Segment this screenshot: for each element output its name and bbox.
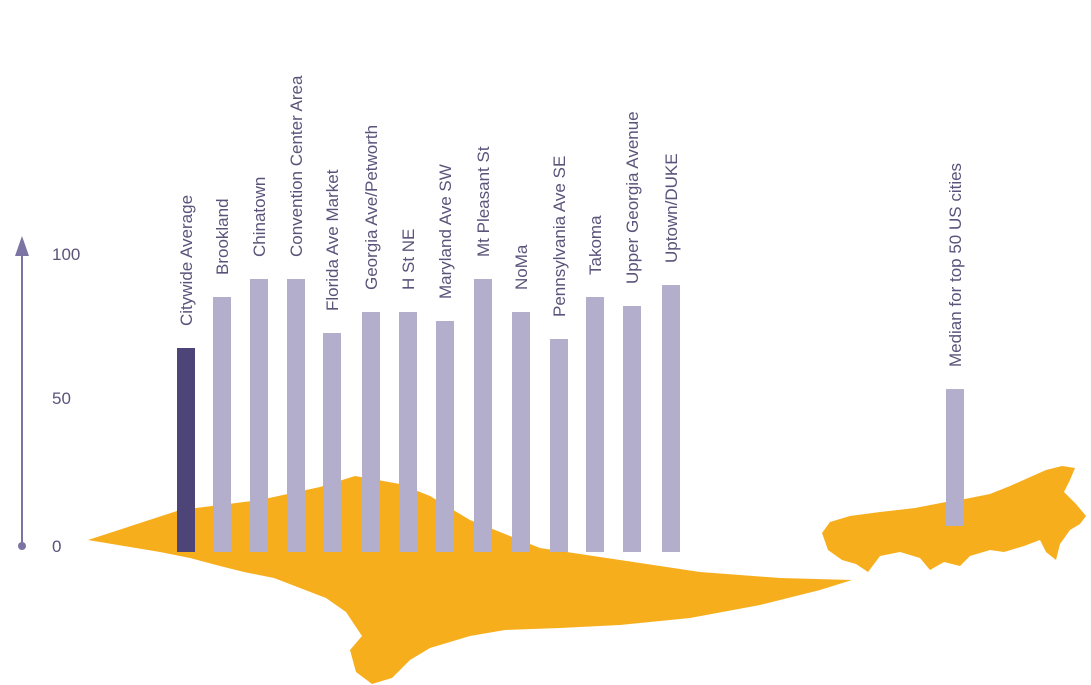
bar-uptown-duke [662, 285, 680, 552]
bar-brookland [213, 297, 231, 552]
category-label: Brookland [213, 198, 232, 275]
bar-takoma [586, 297, 604, 552]
category-label: Mt Pleasant St [474, 146, 493, 257]
category-label: Georgia Ave/Petworth [362, 125, 381, 290]
category-labels: Citywide Average Brookland Chinatown Conven… [177, 75, 965, 367]
bar-mt-pleasant-st [474, 279, 492, 552]
axis-origin-dot [18, 542, 26, 550]
bar-citywide-average [177, 348, 195, 552]
up-arrow-icon [15, 236, 29, 256]
bar-florida-ave-market [323, 333, 341, 552]
bar-georgia-ave-petworth [362, 312, 380, 552]
category-label: Maryland Ave SW [436, 164, 455, 299]
category-label: Florida Ave Market [323, 169, 342, 311]
category-label: Chinatown [250, 177, 269, 257]
dc-map-shape [88, 476, 852, 684]
bar-convention-center-area [287, 279, 305, 552]
category-label: Upper Georgia Avenue [623, 111, 642, 284]
bar-pennsylvania-ave-se [550, 339, 568, 552]
category-label: Pennsylvania Ave SE [550, 156, 569, 317]
bars [177, 279, 964, 552]
category-label: Convention Center Area [287, 75, 306, 257]
bar-median-for-top-50-us-cities [946, 389, 964, 526]
category-label: Takoma [586, 215, 605, 275]
bar-chinatown [250, 279, 268, 552]
y-tick-label: 50 [52, 389, 71, 408]
bar-noma [512, 312, 530, 552]
bar-upper-georgia-avenue [623, 306, 641, 552]
bar-h-st-ne [399, 312, 417, 552]
y-tick-label: 0 [52, 537, 61, 556]
y-tick-labels: 0 50 100 [52, 245, 80, 556]
category-label: Citywide Average [177, 195, 196, 326]
category-label: Uptown/DUKE [662, 153, 681, 263]
y-tick-label: 100 [52, 245, 80, 264]
category-label: NoMa [512, 244, 531, 290]
category-label: Median for top 50 US cities [946, 163, 965, 367]
category-label: H St NE [399, 229, 418, 290]
bar-maryland-ave-sw [436, 321, 454, 552]
